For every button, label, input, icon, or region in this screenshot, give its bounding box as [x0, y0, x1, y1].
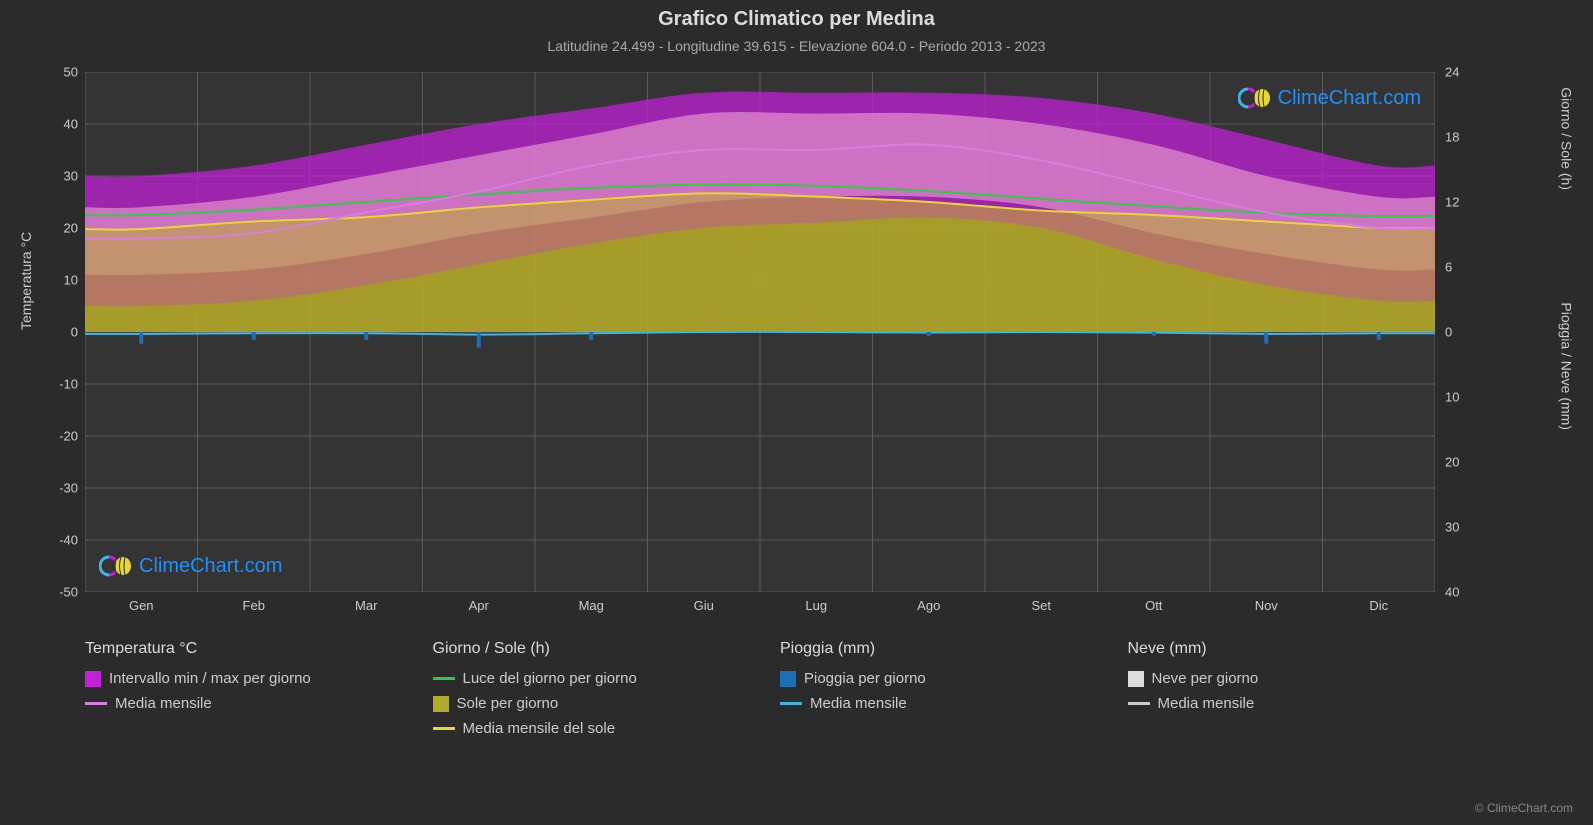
legend-header: Temperatura °C — [85, 640, 393, 658]
chart-title: Grafico Climatico per Medina — [0, 8, 1593, 31]
legend-line-icon — [780, 702, 802, 705]
y-tick-right-hours: 6 — [1445, 260, 1495, 275]
plot-area: ClimeChart.com ClimeChart.com — [85, 72, 1435, 592]
logo-text: ClimeChart.com — [1278, 87, 1421, 110]
legend-swatch-icon — [433, 696, 449, 712]
y-tick-left: 20 — [28, 221, 78, 236]
legend-header: Pioggia (mm) — [780, 640, 1088, 658]
legend-item: Media mensile — [85, 695, 393, 712]
x-tick-month: Dic — [1349, 598, 1409, 613]
legend-line-icon — [433, 677, 455, 680]
y-tick-right-hours: 18 — [1445, 130, 1495, 145]
x-tick-month: Feb — [224, 598, 284, 613]
y-tick-left: -50 — [28, 585, 78, 600]
legend-item: Luce del giorno per giorno — [433, 670, 741, 687]
legend-col: Giorno / Sole (h) Luce del giorno per gio… — [433, 640, 741, 745]
plot-svg — [85, 72, 1435, 592]
legend: Temperatura °C Intervallo min / max per g… — [85, 640, 1435, 745]
legend-item: Pioggia per giorno — [780, 670, 1088, 687]
legend-label: Pioggia per giorno — [804, 670, 926, 687]
legend-line-icon — [85, 702, 107, 705]
legend-item: Neve per giorno — [1128, 670, 1436, 687]
x-tick-month: Apr — [449, 598, 509, 613]
y-tick-left: 0 — [28, 325, 78, 340]
y-tick-right-hours: 24 — [1445, 65, 1495, 80]
legend-item: Sole per giorno — [433, 695, 741, 712]
logo-icon — [99, 554, 133, 578]
x-tick-month: Lug — [786, 598, 846, 613]
y-tick-left: -10 — [28, 377, 78, 392]
y-axis-right-top-label: Giorno / Sole (h) — [1559, 87, 1575, 190]
legend-label: Media mensile — [1158, 695, 1255, 712]
legend-label: Media mensile — [115, 695, 212, 712]
legend-header: Giorno / Sole (h) — [433, 640, 741, 658]
logo-bottom-left: ClimeChart.com — [99, 554, 282, 578]
y-tick-left: -20 — [28, 429, 78, 444]
legend-swatch-icon — [1128, 671, 1144, 687]
legend-line-icon — [1128, 702, 1150, 705]
y-tick-left: 50 — [28, 65, 78, 80]
y-tick-right-mm: 40 — [1445, 585, 1495, 600]
y-tick-left: 40 — [28, 117, 78, 132]
x-tick-month: Giu — [674, 598, 734, 613]
copyright: © ClimeChart.com — [1475, 801, 1573, 815]
logo-top-right: ClimeChart.com — [1238, 86, 1421, 110]
climate-chart: Grafico Climatico per Medina Latitudine … — [0, 0, 1593, 825]
y-tick-right-hours: 12 — [1445, 195, 1495, 210]
legend-swatch-icon — [85, 671, 101, 687]
x-tick-month: Set — [1011, 598, 1071, 613]
y-tick-left: 30 — [28, 169, 78, 184]
y-axis-right-bottom-label: Pioggia / Neve (mm) — [1559, 302, 1575, 430]
x-tick-month: Nov — [1236, 598, 1296, 613]
legend-item: Media mensile — [1128, 695, 1436, 712]
logo-text: ClimeChart.com — [139, 555, 282, 578]
legend-label: Intervallo min / max per giorno — [109, 670, 311, 687]
y-tick-right-mm: 20 — [1445, 455, 1495, 470]
y-tick-left: -30 — [28, 481, 78, 496]
x-tick-month: Ott — [1124, 598, 1184, 613]
x-tick-month: Gen — [111, 598, 171, 613]
legend-item: Intervallo min / max per giorno — [85, 670, 393, 687]
legend-item: Media mensile — [780, 695, 1088, 712]
legend-col: Neve (mm) Neve per giorno Media mensile — [1128, 640, 1436, 745]
y-tick-right-hours: 0 — [1445, 325, 1495, 340]
x-tick-month: Mag — [561, 598, 621, 613]
legend-item: Media mensile del sole — [433, 720, 741, 737]
x-tick-month: Ago — [899, 598, 959, 613]
y-tick-left: -40 — [28, 533, 78, 548]
legend-line-icon — [433, 727, 455, 730]
legend-label: Luce del giorno per giorno — [463, 670, 637, 687]
legend-col: Pioggia (mm) Pioggia per giorno Media mens… — [780, 640, 1088, 745]
x-tick-month: Mar — [336, 598, 396, 613]
logo-icon — [1238, 86, 1272, 110]
legend-swatch-icon — [780, 671, 796, 687]
legend-label: Media mensile — [810, 695, 907, 712]
legend-label: Sole per giorno — [457, 695, 559, 712]
legend-label: Media mensile del sole — [463, 720, 616, 737]
legend-header: Neve (mm) — [1128, 640, 1436, 658]
legend-label: Neve per giorno — [1152, 670, 1259, 687]
y-tick-right-mm: 10 — [1445, 390, 1495, 405]
legend-col: Temperatura °C Intervallo min / max per g… — [85, 640, 393, 745]
y-tick-right-mm: 30 — [1445, 520, 1495, 535]
y-tick-left: 10 — [28, 273, 78, 288]
chart-subtitle: Latitudine 24.499 - Longitudine 39.615 -… — [0, 38, 1593, 54]
